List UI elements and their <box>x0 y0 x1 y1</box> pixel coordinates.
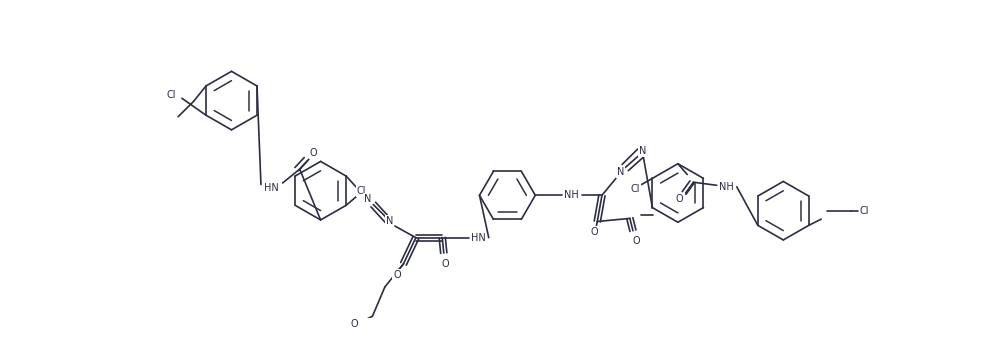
Text: Cl: Cl <box>357 186 366 196</box>
Text: O: O <box>350 319 358 329</box>
Text: N: N <box>617 167 624 177</box>
Text: N: N <box>639 146 646 156</box>
Text: N: N <box>386 216 394 226</box>
Text: O: O <box>310 148 318 158</box>
Text: Cl: Cl <box>166 90 176 100</box>
Text: Cl: Cl <box>631 184 641 194</box>
Text: NH: NH <box>564 190 579 200</box>
Text: HN: HN <box>265 182 279 192</box>
Text: NH: NH <box>718 182 733 192</box>
Text: O: O <box>394 270 401 280</box>
Text: N: N <box>364 194 372 204</box>
Text: O: O <box>633 236 640 246</box>
Text: HN: HN <box>470 233 485 243</box>
Text: Cl: Cl <box>860 206 869 216</box>
Text: O: O <box>442 259 449 269</box>
Text: O: O <box>676 194 683 204</box>
Text: O: O <box>590 227 598 237</box>
